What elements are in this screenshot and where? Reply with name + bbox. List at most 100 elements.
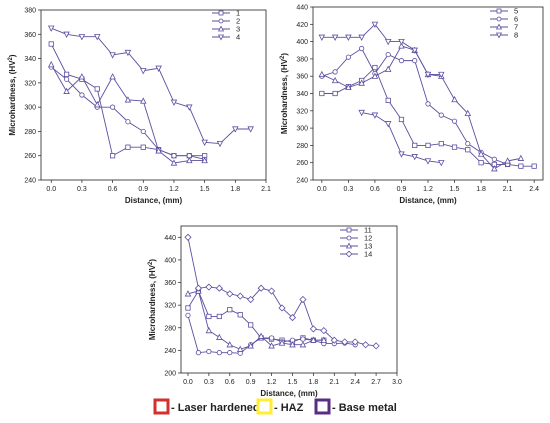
- legend-marker: [345, 250, 353, 258]
- data-point-13: [268, 342, 275, 349]
- data-point-8b: [411, 154, 418, 161]
- data-point-6: [438, 112, 444, 118]
- data-point-1: [125, 144, 131, 150]
- data-point-5: [478, 160, 484, 166]
- data-point-4: [93, 34, 101, 41]
- data-point-3: [93, 101, 101, 108]
- data-point-14: [299, 295, 307, 304]
- axis-ticks-3: 0.0 0.3 0.6 0.9 1.2 1.5 1.8 2.1 2.4 2.7 3.0 200 240 2…: [164, 235, 402, 386]
- data-point-14: [341, 338, 349, 346]
- legend-label: 11: [364, 226, 372, 235]
- data-point-14: [309, 325, 317, 333]
- data-point-13: [289, 341, 296, 348]
- data-point-7: [477, 150, 485, 157]
- data-point-5: [438, 141, 444, 147]
- data-point-6: [332, 69, 338, 75]
- series-group-1: [47, 25, 254, 166]
- data-point-4: [63, 31, 70, 38]
- data-point-11: [237, 312, 243, 318]
- series-group-3: [184, 233, 380, 356]
- legend-marker: [218, 18, 224, 24]
- legend-label: 2: [236, 17, 240, 26]
- data-point-13: [320, 336, 328, 343]
- y-tick-label: 280: [296, 143, 308, 150]
- legend-marker: [496, 8, 502, 14]
- data-point-8: [345, 34, 352, 41]
- data-point-7: [358, 79, 365, 86]
- legend-marker: [217, 25, 225, 32]
- data-point-4: [201, 139, 208, 147]
- y-axis-label-1: Microhardness, (HV2): [8, 54, 17, 135]
- data-point-3: [63, 87, 70, 94]
- data-point-5: [332, 90, 338, 97]
- x-tick-label: 2.7: [371, 379, 381, 386]
- data-point-8: [331, 34, 339, 41]
- x-axis-label-2: Distance, (mm): [399, 196, 457, 205]
- data-point-14: [215, 284, 223, 292]
- x-tick-label: 0.6: [370, 186, 380, 193]
- data-point-8: [384, 39, 392, 46]
- data-point-4: [140, 68, 147, 75]
- data-point-3: [186, 156, 193, 164]
- legend-label: 8: [514, 31, 518, 40]
- y-tick-label: 440: [296, 5, 308, 12]
- data-point-13: [278, 339, 286, 346]
- legend-label: 12: [364, 234, 372, 243]
- legend-marker: [217, 34, 225, 41]
- y-tick-label: 300: [296, 126, 308, 133]
- x-tick-label: 1.8: [309, 379, 319, 386]
- x-tick-label: 2.1: [503, 186, 513, 193]
- chart-panel-1: 0.0 0.3 0.6 0.9 1.2 1.5 1.8 2.1 240 260 280 300 320 3…: [8, 8, 271, 206]
- series-group-2: [318, 21, 537, 172]
- x-tick-label: 2.1: [261, 186, 271, 193]
- y-tick-label: 240: [164, 348, 176, 355]
- plot-area-1: [40, 9, 267, 181]
- data-point-3: [155, 147, 162, 154]
- x-tick-label: 2.1: [329, 379, 339, 386]
- legend-label: 13: [364, 242, 372, 251]
- y-tick-label: 360: [296, 74, 308, 81]
- data-point-13: [299, 341, 307, 348]
- x-tick-label: 0.0: [46, 186, 56, 193]
- data-point-14: [257, 284, 265, 292]
- series-line-8: [321, 23, 442, 75]
- data-point-2: [109, 104, 116, 110]
- data-point-7: [517, 154, 525, 161]
- data-point-3: [109, 73, 116, 80]
- data-point-7: [331, 76, 339, 84]
- data-point-12: [300, 336, 306, 342]
- y-tick-label: 400: [296, 39, 308, 46]
- legend-label: 14: [364, 250, 372, 259]
- data-point-12: [206, 348, 212, 355]
- data-point-1: [63, 71, 70, 77]
- data-point-14: [278, 304, 286, 312]
- data-point-4: [247, 126, 254, 133]
- data-point-3: [78, 73, 86, 80]
- data-point-5: [425, 142, 431, 148]
- data-point-5: [518, 163, 524, 169]
- data-point-14: [268, 287, 276, 295]
- data-point-14: [362, 341, 370, 349]
- legend-label: 6: [514, 15, 518, 24]
- y-tick-label: 200: [164, 371, 176, 378]
- data-point-5: [531, 163, 537, 169]
- key-label-base: - Base metal: [332, 402, 397, 414]
- y-tick-label: 240: [296, 178, 308, 185]
- data-point-4: [124, 49, 132, 57]
- data-point-5: [372, 64, 378, 71]
- y-tick-label: 380: [24, 8, 36, 15]
- axis-ticks-2: 0.0 0.3 0.6 0.9 1.2 1.5 1.8 2.1 2.4 240 260 280 300 3…: [296, 5, 539, 194]
- data-point-14: [205, 283, 213, 291]
- data-point-7: [504, 157, 511, 164]
- x-tick-label: 0.3: [204, 379, 214, 386]
- data-point-13: [257, 332, 265, 339]
- data-point-12: [185, 312, 191, 318]
- y-tick-label: 300: [24, 105, 36, 112]
- data-point-7: [398, 42, 405, 49]
- data-point-4: [232, 126, 239, 133]
- y-tick-label: 340: [296, 91, 308, 98]
- data-point-5: [412, 142, 418, 148]
- x-axis-label-3: Distance, (mm): [260, 389, 318, 398]
- chart-panel-2: 0.0 0.3 0.6 0.9 1.2 1.5 1.8 2.1 2.4 240 260 280 300 3…: [280, 5, 544, 205]
- y-tick-label: 320: [24, 80, 36, 87]
